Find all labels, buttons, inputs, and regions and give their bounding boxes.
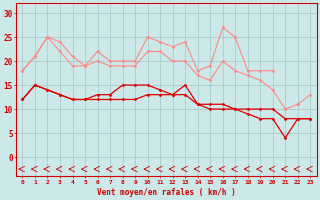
X-axis label: Vent moyen/en rafales ( km/h ): Vent moyen/en rafales ( km/h ) [97, 188, 236, 197]
